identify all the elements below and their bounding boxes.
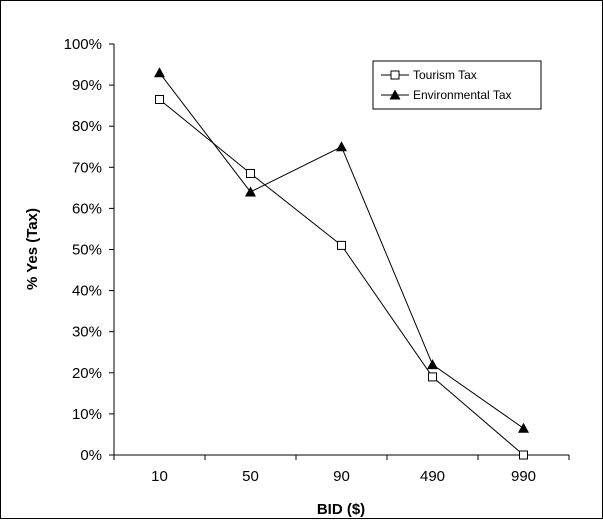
series-line <box>159 99 524 456</box>
data-point <box>428 372 437 382</box>
y-tick-label: 50% <box>72 242 102 259</box>
data-point <box>336 141 347 152</box>
legend-marker <box>390 70 400 80</box>
legend-label: Environmental Tax <box>413 88 512 102</box>
x-tick-label: 490 <box>420 468 445 485</box>
legend: Tourism Tax Environmental Tax <box>372 60 542 110</box>
y-tick-label: 70% <box>72 159 102 176</box>
legend-box <box>372 60 542 110</box>
y-tick-label: 20% <box>72 365 102 382</box>
axes: 0% 10% 20% 30% 40% 50% 60% 70% 80% 90% 100% 10 50 90 4… <box>64 36 570 485</box>
y-tick-label: 40% <box>72 283 102 300</box>
series-line <box>159 72 524 429</box>
x-tick-label: 10 <box>151 468 168 485</box>
x-axis-title: BID ($) <box>317 501 365 518</box>
data-point <box>246 168 255 178</box>
series-environmental-tax <box>154 67 529 433</box>
y-tick-label: 10% <box>72 406 102 423</box>
legend-marker <box>389 89 401 100</box>
x-tick-label: 50 <box>242 468 259 485</box>
series-tourism-tax <box>155 94 528 460</box>
data-point <box>245 186 256 197</box>
y-tick-label: 90% <box>72 77 102 94</box>
y-tick-label: 60% <box>72 200 102 217</box>
data-point <box>154 67 165 78</box>
series-layer <box>154 67 529 460</box>
y-tick-label: 100% <box>64 36 102 53</box>
data-point <box>427 359 438 370</box>
data-point <box>519 450 528 460</box>
data-point <box>337 240 346 250</box>
y-tick-label: 0% <box>80 447 102 464</box>
x-tick-label: 990 <box>511 468 536 485</box>
data-point <box>155 94 164 104</box>
x-tick-label: 90 <box>333 468 350 485</box>
y-tick-label: 30% <box>72 324 102 341</box>
data-point <box>518 422 529 433</box>
y-axis-title: % Yes (Tax) <box>24 208 41 290</box>
legend-label: Tourism Tax <box>413 68 477 82</box>
y-tick-label: 80% <box>72 118 102 135</box>
